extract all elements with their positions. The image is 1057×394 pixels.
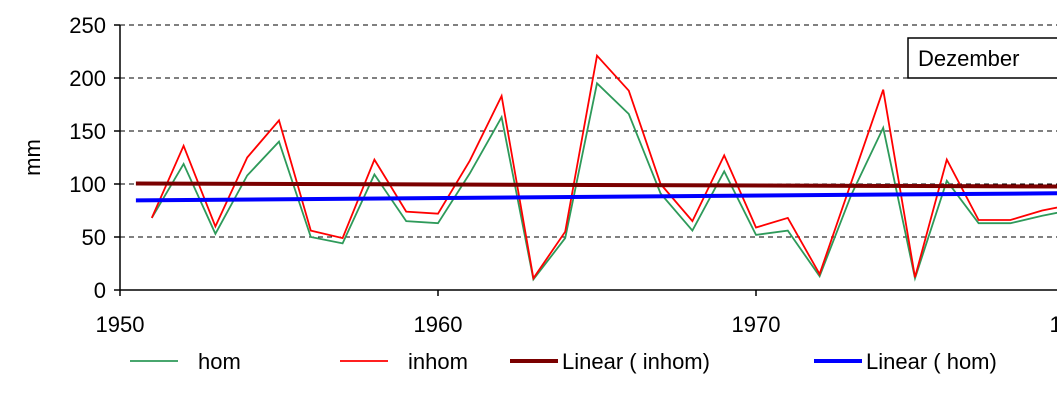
legend-label: Linear ( hom)	[866, 349, 997, 374]
x-tick-label: 1980	[1050, 312, 1057, 337]
y-tick-label: 0	[94, 278, 106, 303]
y-tick-label: 150	[69, 119, 106, 144]
legend-label: inhom	[408, 349, 468, 374]
series-hom-line	[151, 81, 1057, 282]
legend-label: hom	[198, 349, 241, 374]
annotation-box: Dezember	[907, 37, 1057, 79]
y-axis-title: mm	[20, 139, 45, 176]
x-tick-label: 1960	[414, 312, 463, 337]
x-tick-label: 1950	[96, 312, 145, 337]
legend: hom inhom Linear ( inhom) Linear ( hom)	[130, 349, 997, 374]
series-inhom-line	[150, 53, 1057, 281]
series-lines	[135, 53, 1057, 282]
x-tick-label: 1970	[732, 312, 781, 337]
x-axis-ticks: 195019601970198019902000	[96, 290, 1057, 337]
trend-linear-inhom-line	[135, 181, 1057, 189]
legend-item-inhom: inhom	[340, 349, 468, 374]
annotation-box-frame	[907, 37, 1057, 79]
y-tick-label: 100	[69, 172, 106, 197]
axes	[119, 25, 1057, 291]
legend-item-hom: hom	[130, 349, 241, 374]
trend-linear-hom-line	[135, 191, 1057, 203]
y-tick-label: 250	[69, 13, 106, 38]
y-axis-ticks: 0 50 100 150 200 250	[69, 13, 120, 303]
legend-item-linear-hom: Linear ( hom)	[814, 349, 997, 374]
annotation-text: Dezember	[918, 46, 1019, 71]
legend-item-linear-inhom: Linear ( inhom)	[510, 349, 710, 374]
y-tick-label: 50	[82, 225, 106, 250]
y-tick-label: 200	[69, 66, 106, 91]
legend-label: Linear ( inhom)	[562, 349, 710, 374]
